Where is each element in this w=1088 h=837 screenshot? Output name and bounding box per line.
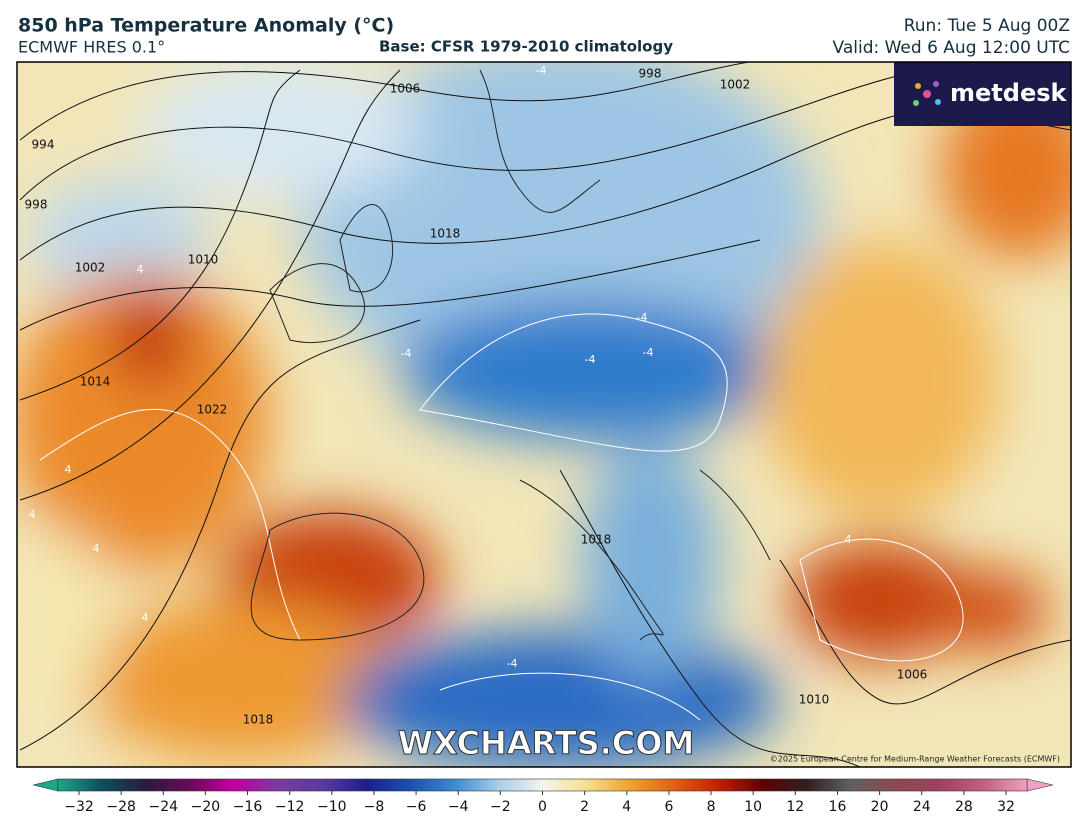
colorbar-tick-label: 0 <box>538 799 547 815</box>
run: Run: Tue 5 Aug 00Z <box>904 16 1070 36</box>
colorbar-tick-label: 6 <box>664 799 673 815</box>
copyright: ©2025 European Centre for Medium-Range W… <box>770 755 1060 764</box>
anomaly-label: -4 <box>536 64 547 77</box>
colorbar-tick-label: −20 <box>191 799 221 815</box>
anomaly-label: 4 <box>137 263 144 276</box>
valid: Valid: Wed 6 Aug 12:00 UTC <box>833 38 1070 58</box>
colorbar-tick-label: −24 <box>148 799 178 815</box>
colorbar-tick-label: 2 <box>580 799 589 815</box>
map: 1006 994 998 1002 1010 1014 1022 1018 1018 1010 10… <box>17 62 1071 767</box>
colorbar-tick-label: −2 <box>490 799 511 815</box>
isobar-label: 1010 <box>799 693 830 707</box>
logo-icon <box>913 81 941 106</box>
title: 850 hPa Temperature Anomaly (°C) <box>18 15 394 37</box>
isobar-label: 1010 <box>188 253 219 267</box>
colorbar-tick-label: −8 <box>364 799 385 815</box>
isobar-label: 1006 <box>390 82 421 96</box>
colorbar-tick-label: −4 <box>448 799 469 815</box>
colorbar-tick-label: 8 <box>707 799 716 815</box>
anomaly-label: -4 <box>585 353 596 366</box>
colorbar-bar <box>57 778 1028 792</box>
colorbar-tick-label: −28 <box>106 799 136 815</box>
colorbar-tick-label: −12 <box>275 799 305 815</box>
anomaly-label: 4 <box>29 508 36 521</box>
colorbar: −32 −28 −24 −20 −16 −12 −10 −8 −6 −4 −2 0 2 4 6 8 10 12 16… <box>32 778 1054 815</box>
isobar-labels: 1006 994 998 1002 1010 1014 1022 1018 1018 1010 10… <box>25 67 928 727</box>
colorbar-tick-label: −10 <box>317 799 347 815</box>
colorbar-tick-label: 32 <box>997 799 1015 815</box>
anomaly-label: -4 <box>401 347 412 360</box>
base: Base: CFSR 1979-2010 climatology <box>379 38 673 56</box>
colorbar-tick-label: 12 <box>786 799 804 815</box>
anomaly-contours <box>39 313 964 721</box>
logo: metdesk <box>950 79 1068 107</box>
anomaly-label: -4 <box>637 311 648 324</box>
anomaly-label: -4 <box>643 346 654 359</box>
isobar-label: 994 <box>32 138 55 152</box>
isobar-label: 1002 <box>75 261 106 275</box>
watermark: WXCHARTS.COM <box>398 724 695 762</box>
isobar-label: 1018 <box>430 227 461 241</box>
colorbar-tick-label: 16 <box>829 799 847 815</box>
isobars <box>19 62 1071 767</box>
map-frame <box>16 61 1072 768</box>
colorbar-tick-label: −6 <box>406 799 427 815</box>
colorbar-tick-label: −16 <box>233 799 263 815</box>
model: ECMWF HRES 0.1° <box>18 38 165 57</box>
isobar-label: 1018 <box>581 533 612 547</box>
colorbar-tick-label: 10 <box>744 799 762 815</box>
colorbar-left-arrow <box>32 778 59 792</box>
anomaly-field <box>17 62 1071 767</box>
colorbar-tick-label: 4 <box>622 799 631 815</box>
anomaly-label: 4 <box>142 611 149 624</box>
isobar-label: 998 <box>639 67 662 81</box>
colorbar-tick-label: 24 <box>913 799 931 815</box>
anomaly-label: 4 <box>845 533 852 546</box>
isobar-label: 1018 <box>243 713 274 727</box>
isobar-label: 1014 <box>80 375 111 389</box>
colorbar-tick-label: 20 <box>871 799 889 815</box>
isobar-label: 1002 <box>720 78 751 92</box>
colorbar-tick-label: −32 <box>64 799 94 815</box>
isobar-label: 1006 <box>897 668 928 682</box>
isobar-label: 1022 <box>197 403 228 417</box>
anomaly-labels: -4 -4 -4 -4 -4 -4 4 4 4 4 4 4 <box>29 64 852 670</box>
isobar-label: 998 <box>25 198 48 212</box>
anomaly-label: 4 <box>93 542 100 555</box>
anomaly-label: -4 <box>507 657 518 670</box>
coastlines <box>250 69 771 641</box>
anomaly-label: 4 <box>65 463 72 476</box>
colorbar-tick-label: 28 <box>955 799 973 815</box>
colorbar-right-arrow <box>1026 778 1054 792</box>
